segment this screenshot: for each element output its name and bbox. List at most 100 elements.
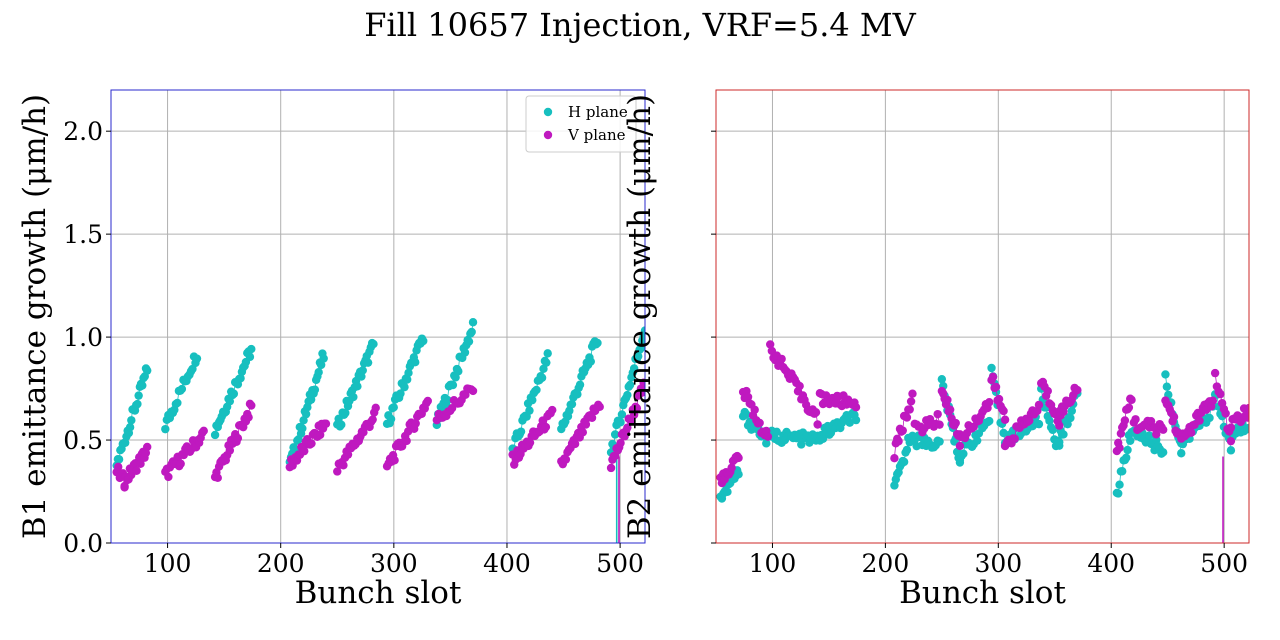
data-point xyxy=(617,410,627,419)
data-point xyxy=(632,403,642,413)
data-point xyxy=(766,340,775,349)
data-point xyxy=(985,398,994,407)
y-tick-label: 1.5 xyxy=(63,220,103,249)
data-point xyxy=(468,318,478,327)
data-point xyxy=(1055,437,1064,447)
data-point xyxy=(985,416,994,426)
data-point xyxy=(1226,436,1236,446)
data-point xyxy=(460,348,470,357)
data-point xyxy=(1169,412,1179,422)
data-point xyxy=(363,358,373,367)
data-point xyxy=(1118,467,1127,476)
x-tick-label: 500 xyxy=(596,549,644,578)
data-point xyxy=(314,367,323,377)
data-point xyxy=(134,391,143,400)
data-point xyxy=(616,418,625,427)
data-point xyxy=(1045,416,1054,425)
data-point xyxy=(173,398,182,408)
data-point xyxy=(578,428,588,437)
x-tick-label: 500 xyxy=(1200,549,1248,578)
data-point xyxy=(541,422,551,432)
data-point xyxy=(349,392,358,402)
data-point xyxy=(772,427,781,437)
legend-marker xyxy=(543,130,553,140)
x-tick-label: 300 xyxy=(370,549,418,578)
data-point xyxy=(987,363,996,373)
data-point xyxy=(1122,453,1131,462)
y-axis-label: B1 emittance growth (μm/h) xyxy=(17,94,53,539)
data-point xyxy=(636,343,645,353)
data-point xyxy=(743,392,753,402)
data-point xyxy=(143,442,152,452)
data-point xyxy=(404,368,413,378)
data-point xyxy=(972,436,982,445)
data-point xyxy=(353,382,362,391)
data-point xyxy=(902,413,912,422)
data-point xyxy=(955,458,965,467)
data-point xyxy=(1055,421,1064,430)
data-point xyxy=(125,423,135,432)
data-point xyxy=(319,354,328,363)
x-tick-label: 300 xyxy=(974,549,1022,578)
data-point xyxy=(777,354,786,364)
data-point xyxy=(567,399,577,409)
data-point xyxy=(1048,425,1057,435)
x-axis-label: Bunch slot xyxy=(899,575,1066,611)
data-point xyxy=(894,437,903,446)
data-point xyxy=(402,436,411,446)
data-point xyxy=(890,453,899,463)
data-point xyxy=(343,450,353,459)
data-point xyxy=(988,372,998,382)
data-point xyxy=(1043,386,1052,396)
x-tick-label: 100 xyxy=(144,549,192,578)
series-v_plane xyxy=(716,340,1249,543)
data-point xyxy=(310,385,320,394)
y-axis-label: B2 emittance growth (μm/h) xyxy=(622,94,658,539)
data-point xyxy=(467,327,476,337)
data-point xyxy=(368,415,377,424)
data-point xyxy=(333,467,342,476)
data-point xyxy=(300,446,309,456)
data-point xyxy=(164,472,173,482)
data-point xyxy=(742,410,751,419)
data-point xyxy=(1226,446,1236,455)
data-point xyxy=(339,461,348,470)
data-point xyxy=(943,395,952,405)
data-point xyxy=(1114,489,1123,498)
data-point xyxy=(1152,430,1161,439)
axes-frame xyxy=(715,89,1250,544)
data-point xyxy=(623,423,632,432)
data-point xyxy=(610,430,620,439)
data-point xyxy=(723,487,732,497)
x-axis-label: Bunch slot xyxy=(295,575,462,611)
data-point xyxy=(315,430,325,440)
data-point xyxy=(1127,395,1136,405)
data-point xyxy=(625,380,635,390)
data-point xyxy=(548,405,557,415)
data-point xyxy=(307,439,316,448)
data-point xyxy=(629,364,639,373)
data-point xyxy=(1244,423,1249,433)
data-point xyxy=(525,438,535,447)
data-point xyxy=(1123,445,1132,455)
data-point xyxy=(795,381,804,391)
data-point xyxy=(1195,416,1204,425)
data-point xyxy=(1221,409,1230,418)
data-point xyxy=(358,366,367,375)
data-point xyxy=(763,432,773,441)
data-point xyxy=(1243,413,1249,422)
data-point xyxy=(371,403,380,413)
data-point xyxy=(994,394,1004,404)
data-point xyxy=(1067,406,1076,416)
data-point xyxy=(959,449,968,458)
data-point xyxy=(595,402,604,412)
data-point xyxy=(192,354,202,363)
data-point xyxy=(337,420,346,429)
data-point xyxy=(797,440,806,449)
data-point xyxy=(629,410,639,419)
data-point xyxy=(127,416,136,425)
data-point xyxy=(543,349,552,358)
x-tick-label: 400 xyxy=(1087,549,1135,578)
b1-emittance-panel: 100 200 300 400 500 0.0 0.5 1.0 1.5 2.0 Bunch slot… xyxy=(17,89,646,611)
